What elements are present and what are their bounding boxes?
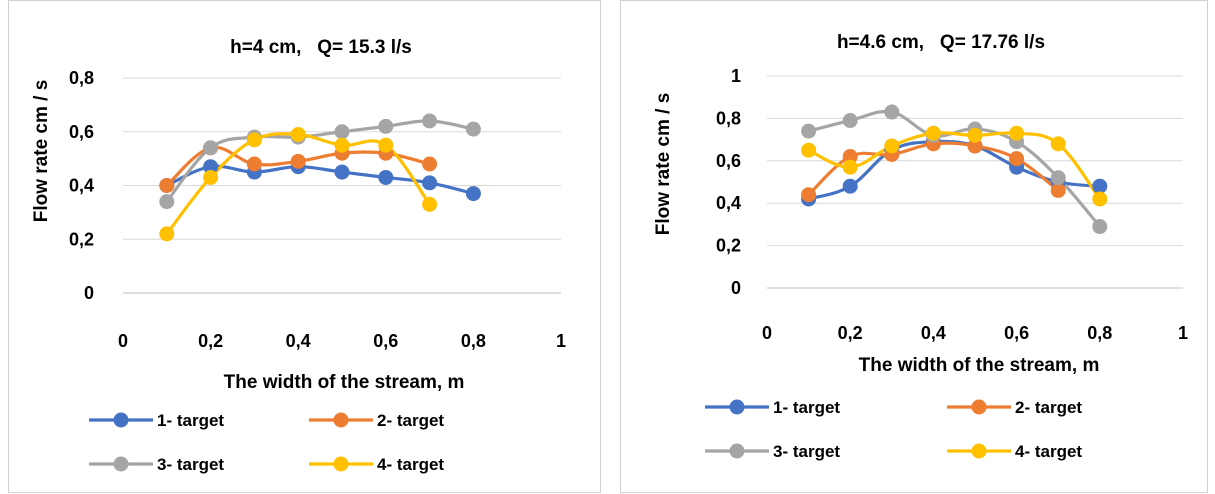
y-tick-label: 0,8 xyxy=(716,108,741,128)
series-1-point xyxy=(422,175,438,191)
chart-title: h=4 cm, Q= 15.3 l/s xyxy=(230,37,412,58)
legend-marker-3 xyxy=(113,456,129,472)
x-tick-label: 0,6 xyxy=(373,331,398,351)
series-4-point xyxy=(290,126,306,142)
series-3-point xyxy=(884,104,900,120)
y-tick-label: 0,2 xyxy=(69,229,94,249)
x-tick-label: 0,2 xyxy=(198,331,223,351)
legend-marker-2 xyxy=(333,412,349,428)
y-axis-label: Flow rate cm / s xyxy=(653,93,674,236)
series-2-point xyxy=(1050,182,1066,198)
series-4-point xyxy=(334,137,350,153)
series-2-point xyxy=(801,187,817,203)
series-2-point xyxy=(422,156,438,172)
series-3-point xyxy=(842,113,858,129)
series-1-point xyxy=(842,178,858,194)
legend-marker-3 xyxy=(729,443,745,459)
series-3-point xyxy=(465,121,481,137)
series-3-point xyxy=(378,118,394,134)
series-4-point xyxy=(159,226,175,242)
legend-label-4: 4- target xyxy=(1015,442,1082,461)
x-axis-label: The width of the stream, m xyxy=(224,372,465,393)
series-4-point xyxy=(246,132,262,148)
x-tick-label: 0 xyxy=(118,331,128,351)
series-1-point xyxy=(203,159,219,175)
series-4-point xyxy=(422,196,438,212)
chart-title: h=4.6 cm, Q= 17.76 l/s xyxy=(837,32,1045,53)
y-tick-label: 0 xyxy=(84,283,94,303)
series-2-point xyxy=(842,149,858,165)
y-tick-label: 0,6 xyxy=(716,151,741,171)
series-2-point xyxy=(967,138,983,154)
series-2-point xyxy=(246,156,262,172)
x-tick-label: 0,4 xyxy=(286,331,311,351)
series-1-point xyxy=(378,169,394,185)
series-1-point xyxy=(334,164,350,180)
series-3-point xyxy=(1050,170,1066,186)
series-4-point xyxy=(925,125,941,141)
legend-label-2: 2- target xyxy=(1015,398,1082,417)
legend-label-4: 4- target xyxy=(377,455,444,474)
legend-label-1: 1- target xyxy=(157,411,224,430)
chart-panel-right: h=4.6 cm, Q= 17.76 l/s 0 0,2 0,4 0,6 0,8 1 0 0,2… xyxy=(620,0,1208,493)
legend-marker-4 xyxy=(333,456,349,472)
series-2-point xyxy=(159,178,175,193)
series-4-point xyxy=(884,138,900,154)
y-tick-label: 0,4 xyxy=(69,176,94,196)
series-2-point xyxy=(290,153,306,169)
x-tick-label: 0,2 xyxy=(838,323,863,343)
series-4-point xyxy=(1009,125,1025,141)
x-axis-label: The width of the stream, m xyxy=(859,355,1100,376)
legend-marker-2 xyxy=(971,399,987,415)
series-1-point xyxy=(1092,178,1108,194)
x-tick-label: 0 xyxy=(762,323,772,343)
y-tick-label: 0,6 xyxy=(69,122,94,142)
legend-label-2: 2- target xyxy=(377,411,444,430)
legend-label-3: 3- target xyxy=(773,442,840,461)
series-4-point xyxy=(801,142,817,158)
series-1-point xyxy=(465,186,481,202)
chart-right-svg: h=4.6 cm, Q= 17.76 l/s 0 0,2 0,4 0,6 0,8 1 0 0,2… xyxy=(653,32,1188,461)
x-tick-label: 1 xyxy=(1178,323,1188,343)
x-tick-label: 0,6 xyxy=(1004,323,1029,343)
series-4-point xyxy=(842,159,858,175)
x-tick-label: 0,8 xyxy=(1087,323,1112,343)
chart-panel-left: h=4 cm, Q= 15.3 l/s 0 0,2 0,4 0,6 0,8 0 0,2 0,4 0… xyxy=(8,0,601,493)
series-3-point xyxy=(334,124,350,140)
y-tick-label: 0,4 xyxy=(716,193,741,213)
x-tick-label: 1 xyxy=(556,331,566,351)
series-4-point xyxy=(378,137,394,153)
series-4-point xyxy=(1050,136,1066,152)
series-2-point xyxy=(1009,151,1025,167)
y-tick-label: 0,8 xyxy=(69,68,94,88)
x-tick-label: 0,8 xyxy=(461,331,486,351)
series-3-point xyxy=(159,194,175,210)
x-tick-label: 0,4 xyxy=(921,323,946,343)
series-4-point xyxy=(203,169,219,185)
chart-left-svg: h=4 cm, Q= 15.3 l/s 0 0,2 0,4 0,6 0,8 0 0,2 0,4 0… xyxy=(31,37,566,474)
series-3-point xyxy=(422,113,438,129)
legend-label-3: 3- target xyxy=(157,455,224,474)
y-tick-label: 0 xyxy=(731,278,741,298)
series-3-point xyxy=(1092,219,1108,235)
y-tick-label: 1 xyxy=(731,66,741,86)
legend-marker-4 xyxy=(971,443,987,459)
series-3-point xyxy=(203,140,219,156)
series-4-point xyxy=(1092,191,1108,207)
series-4-point xyxy=(967,127,983,143)
legend-marker-1 xyxy=(729,399,745,415)
y-axis-label: Flow rate cm / s xyxy=(31,80,52,223)
legend-marker-1 xyxy=(113,412,129,428)
y-tick-label: 0,2 xyxy=(716,236,741,256)
series-3-point xyxy=(801,123,817,139)
legend-label-1: 1- target xyxy=(773,398,840,417)
